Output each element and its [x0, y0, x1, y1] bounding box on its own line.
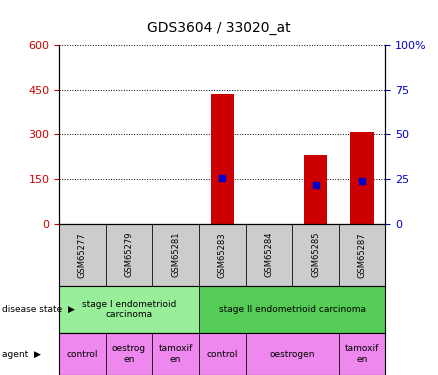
Text: oestrogen: oestrogen — [269, 350, 315, 358]
Bar — [59, 285, 199, 333]
Text: control: control — [207, 350, 238, 358]
Bar — [304, 155, 327, 224]
Bar — [211, 94, 234, 224]
Bar — [59, 333, 106, 375]
Bar — [59, 224, 106, 285]
Bar — [152, 224, 199, 285]
Bar — [106, 333, 152, 375]
Text: agent  ▶: agent ▶ — [2, 350, 41, 358]
Bar — [246, 333, 339, 375]
Bar — [339, 333, 385, 375]
Text: GSM65279: GSM65279 — [124, 232, 134, 278]
Bar — [199, 285, 385, 333]
Text: stage I endometrioid
carcinoma: stage I endometrioid carcinoma — [82, 300, 176, 319]
Text: disease state  ▶: disease state ▶ — [2, 305, 75, 314]
Bar — [292, 224, 339, 285]
Text: oestrog
en: oestrog en — [112, 344, 146, 364]
Text: GSM65285: GSM65285 — [311, 232, 320, 278]
Bar — [350, 132, 374, 224]
Text: GSM65284: GSM65284 — [265, 232, 273, 278]
Bar — [199, 224, 246, 285]
Bar — [246, 224, 292, 285]
Text: GSM65283: GSM65283 — [218, 232, 227, 278]
Bar — [106, 224, 152, 285]
Text: GSM65287: GSM65287 — [358, 232, 367, 278]
Bar — [339, 224, 385, 285]
Bar — [152, 333, 199, 375]
Text: GSM65277: GSM65277 — [78, 232, 87, 278]
Text: tamoxif
en: tamoxif en — [159, 344, 193, 364]
Text: stage II endometrioid carcinoma: stage II endometrioid carcinoma — [219, 305, 366, 314]
Text: tamoxif
en: tamoxif en — [345, 344, 379, 364]
Text: GSM65281: GSM65281 — [171, 232, 180, 278]
Text: GDS3604 / 33020_at: GDS3604 / 33020_at — [147, 21, 291, 34]
Text: control: control — [67, 350, 98, 358]
Bar — [199, 333, 246, 375]
